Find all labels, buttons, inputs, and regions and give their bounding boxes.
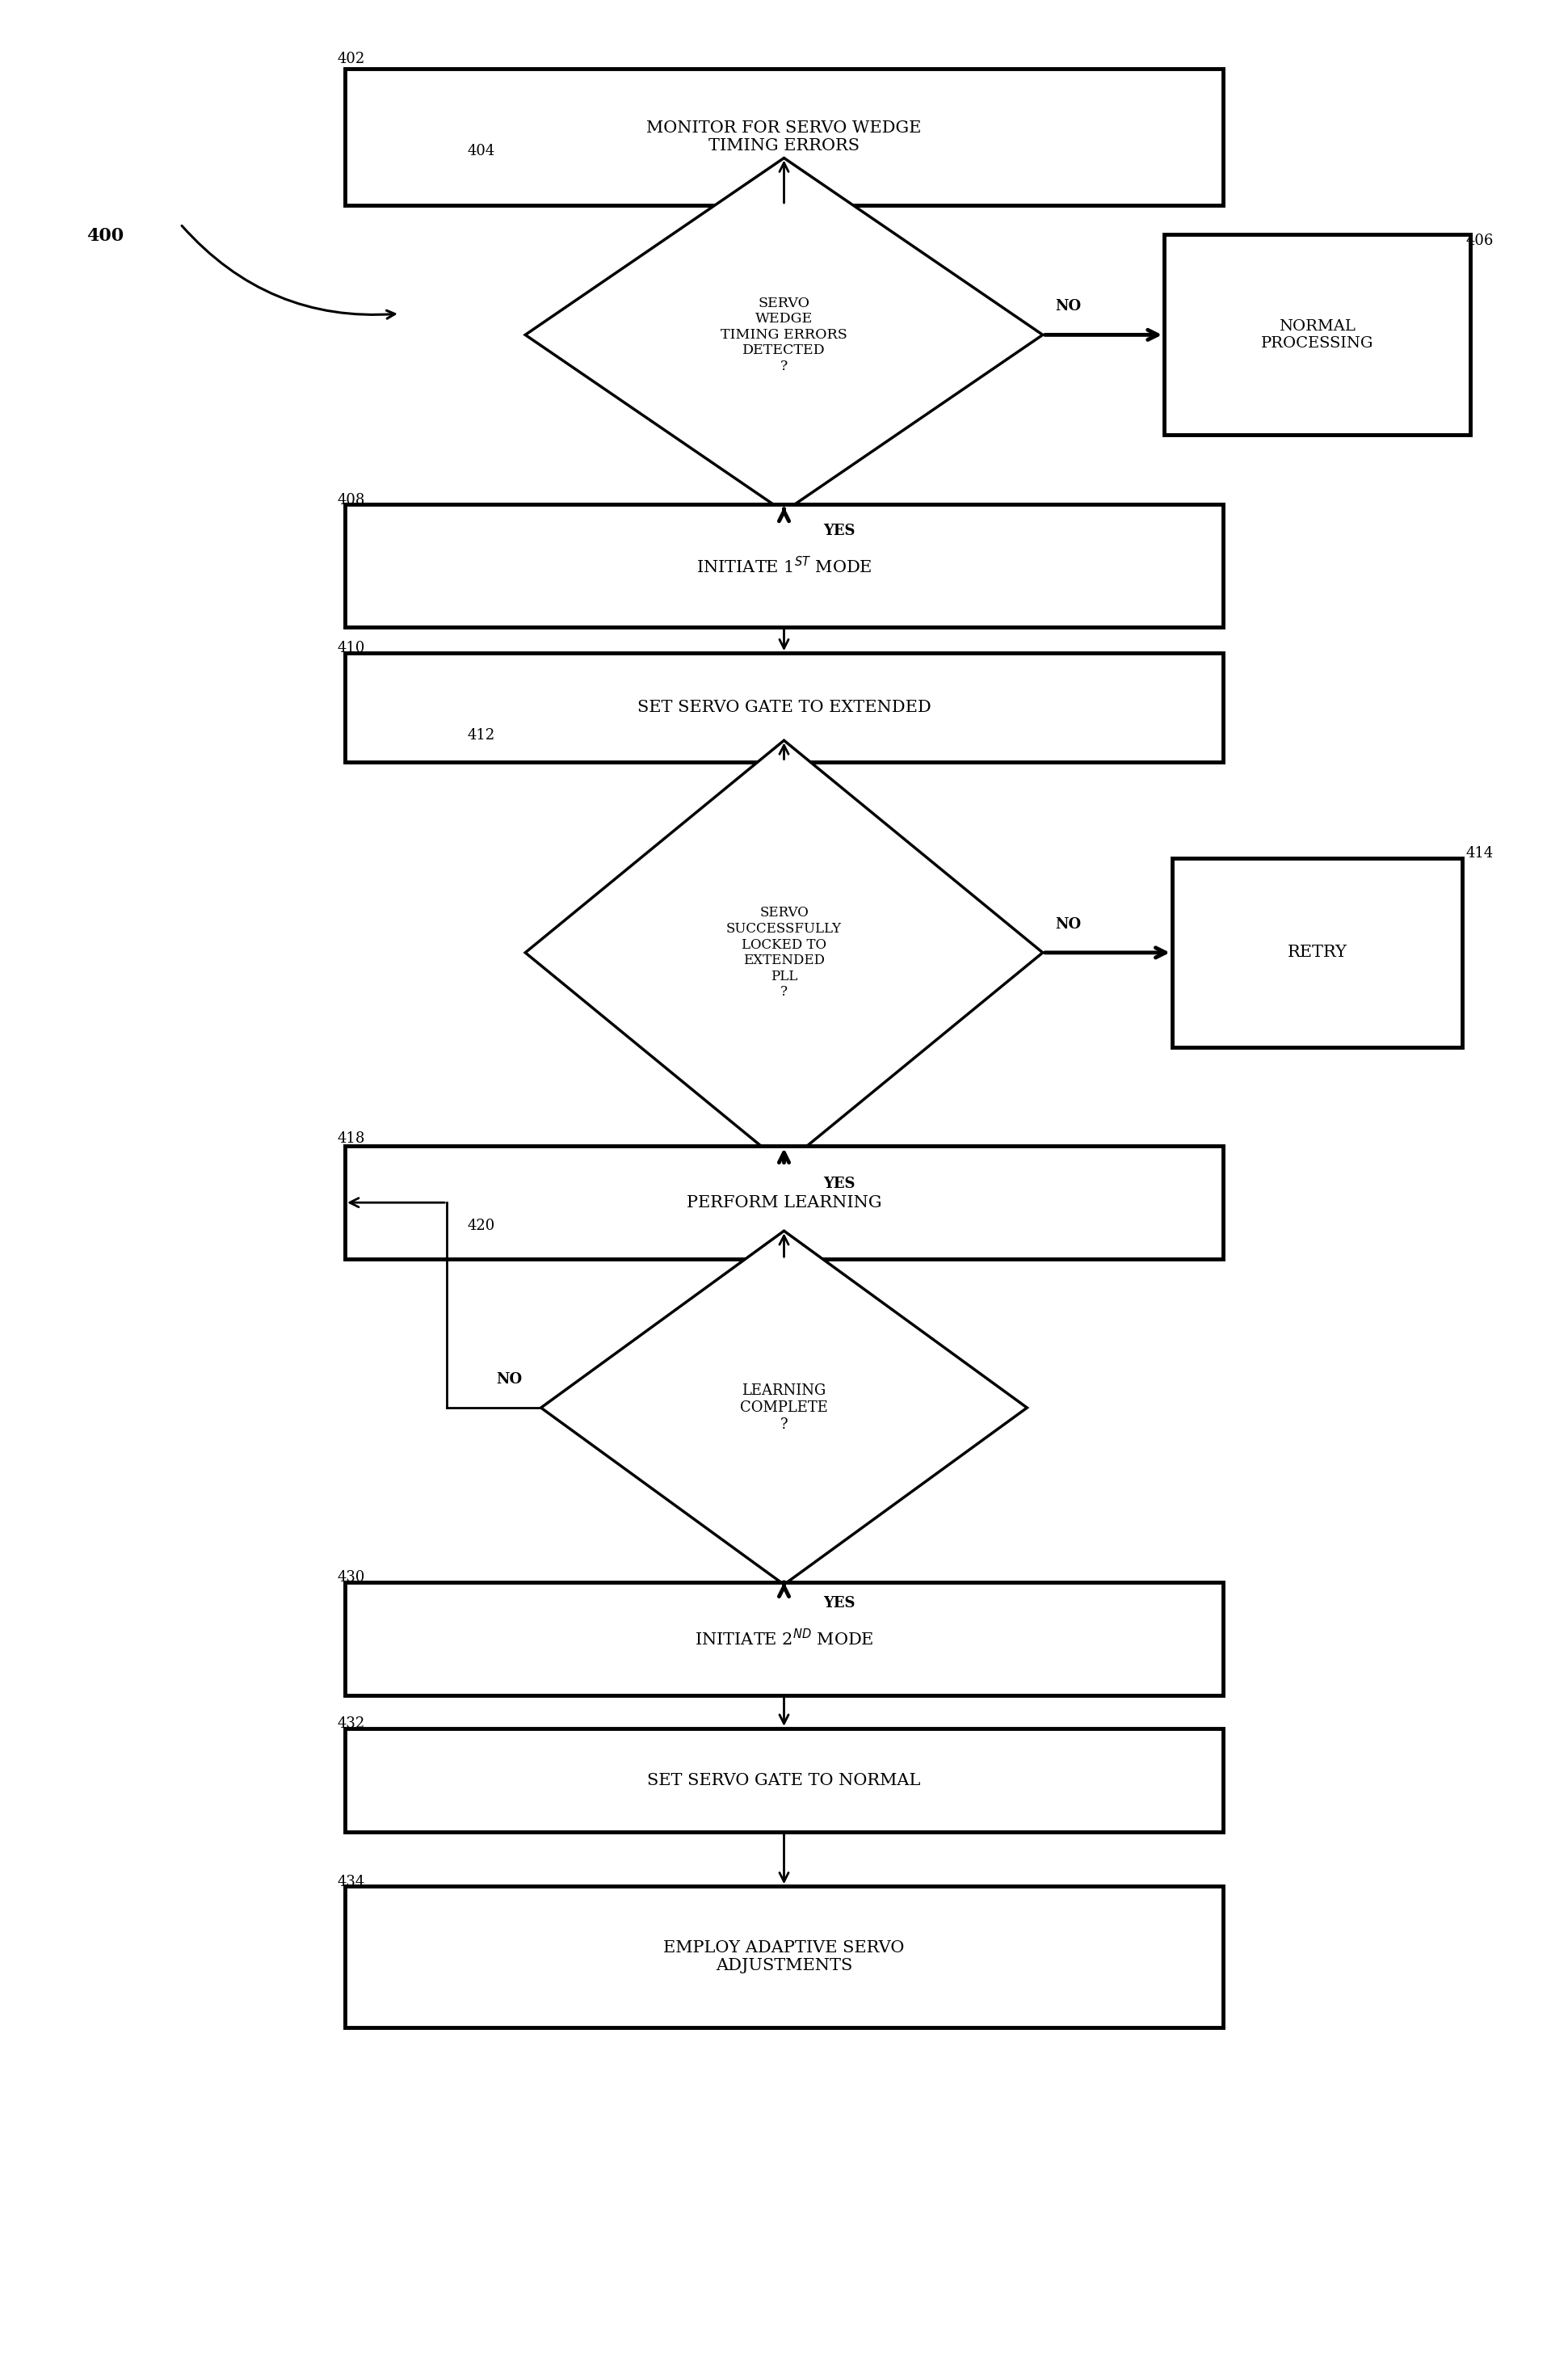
Text: NO: NO xyxy=(1055,299,1082,314)
Text: YES: YES xyxy=(823,523,855,538)
Text: SET SERVO GATE TO NORMAL: SET SERVO GATE TO NORMAL xyxy=(648,1773,920,1787)
FancyBboxPatch shape xyxy=(345,653,1223,762)
Text: SERVO
SUCCESSFULLY
LOCKED TO
EXTENDED
PLL
?: SERVO SUCCESSFULLY LOCKED TO EXTENDED PL… xyxy=(726,905,842,1000)
Text: YES: YES xyxy=(823,1596,855,1611)
FancyBboxPatch shape xyxy=(345,1146,1223,1259)
Text: EMPLOY ADAPTIVE SERVO
ADJUSTMENTS: EMPLOY ADAPTIVE SERVO ADJUSTMENTS xyxy=(663,1941,905,1974)
Text: 404: 404 xyxy=(467,144,495,158)
FancyBboxPatch shape xyxy=(345,1582,1223,1695)
Text: YES: YES xyxy=(823,1177,855,1191)
Text: 406: 406 xyxy=(1466,233,1494,248)
Text: PERFORM LEARNING: PERFORM LEARNING xyxy=(687,1196,881,1210)
Text: 434: 434 xyxy=(337,1875,365,1889)
Text: 408: 408 xyxy=(337,493,365,507)
Polygon shape xyxy=(541,1231,1027,1585)
Text: 410: 410 xyxy=(337,641,365,656)
Text: NO: NO xyxy=(495,1372,522,1387)
Text: NO: NO xyxy=(1055,917,1082,931)
Text: 420: 420 xyxy=(467,1219,495,1233)
Text: 402: 402 xyxy=(337,52,365,66)
Text: 412: 412 xyxy=(467,729,495,743)
Text: SET SERVO GATE TO EXTENDED: SET SERVO GATE TO EXTENDED xyxy=(637,700,931,714)
FancyBboxPatch shape xyxy=(345,505,1223,627)
Text: INITIATE 2$^{ND}$ MODE: INITIATE 2$^{ND}$ MODE xyxy=(695,1629,873,1648)
Polygon shape xyxy=(525,158,1043,512)
Text: LEARNING
COMPLETE
?: LEARNING COMPLETE ? xyxy=(740,1384,828,1431)
Text: NORMAL
PROCESSING: NORMAL PROCESSING xyxy=(1261,318,1374,351)
FancyBboxPatch shape xyxy=(345,1886,1223,2028)
Text: SERVO
WEDGE
TIMING ERRORS
DETECTED
?: SERVO WEDGE TIMING ERRORS DETECTED ? xyxy=(721,297,847,373)
FancyBboxPatch shape xyxy=(1171,858,1461,1047)
Text: 400: 400 xyxy=(86,226,124,245)
Polygon shape xyxy=(525,740,1043,1165)
Text: 430: 430 xyxy=(337,1570,365,1585)
Text: MONITOR FOR SERVO WEDGE
TIMING ERRORS: MONITOR FOR SERVO WEDGE TIMING ERRORS xyxy=(646,120,922,153)
Text: 432: 432 xyxy=(337,1717,365,1731)
Text: 418: 418 xyxy=(337,1132,365,1146)
FancyBboxPatch shape xyxy=(345,68,1223,205)
Text: 414: 414 xyxy=(1466,847,1494,861)
FancyBboxPatch shape xyxy=(345,1728,1223,1832)
FancyBboxPatch shape xyxy=(1163,233,1471,434)
Text: INITIATE 1$^{ST}$ MODE: INITIATE 1$^{ST}$ MODE xyxy=(696,556,872,575)
Text: RETRY: RETRY xyxy=(1287,946,1347,960)
